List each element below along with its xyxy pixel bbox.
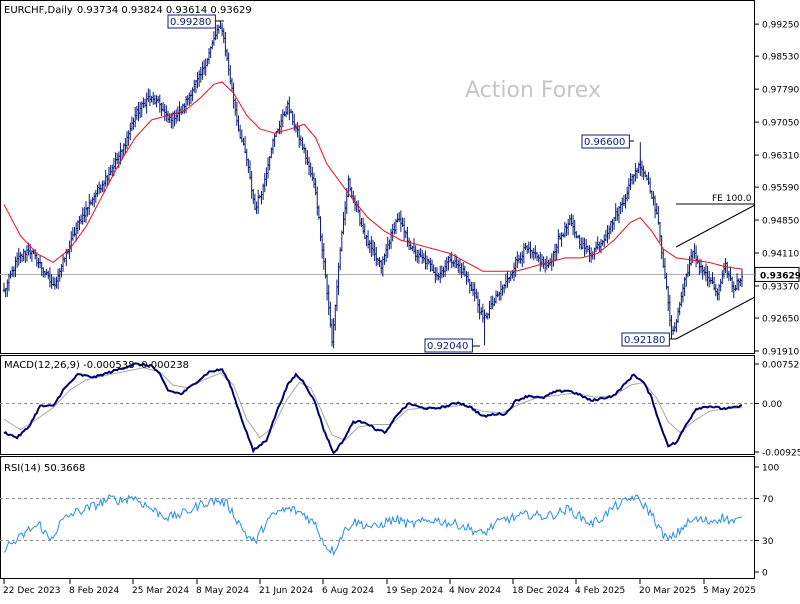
annotation-box — [424, 338, 473, 353]
price-annotations: 0.99280 0.92040 0.96600 0.92180 FE 100.0 — [167, 14, 756, 353]
time-tick-label: 19 Sep 2024 — [386, 586, 443, 596]
price-tick-label: 0.92650 — [762, 315, 799, 325]
time-tick-label: 22 Dec 2023 — [3, 586, 61, 596]
moving-average — [3, 81, 743, 272]
price-tick-label: 0.97790 — [762, 86, 799, 96]
current-price-label: 0.93629 — [760, 271, 800, 281]
price-tick-label: 0.94850 — [762, 217, 799, 227]
rsi-axis: 100 70 30 0 — [755, 464, 779, 579]
time-tick-label: 18 Dec 2024 — [512, 586, 570, 596]
annotation-label: 0.99280 — [170, 17, 211, 28]
macd-axis: 0.007526 0.00 -0.009252 — [755, 360, 800, 459]
symbol-label: EURCHF,Daily 0.93734 0.93824 0.93614 0.93… — [4, 5, 252, 16]
time-tick-label: 8 May 2024 — [196, 586, 249, 596]
time-tick-label: 6 Aug 2024 — [322, 586, 374, 596]
price-tick-label: 0.98530 — [762, 53, 799, 63]
annotation-label: 0.96600 — [584, 137, 625, 148]
annotation-label: 0.92040 — [427, 341, 468, 352]
symbol-name: EURCHF,Daily — [4, 5, 73, 16]
rsi-label: RSI(14) 50.3668 — [4, 463, 85, 474]
price-tick-label: 0.91910 — [762, 348, 799, 358]
price-panel-border — [0, 0, 755, 354]
price-tick-label: 0.94110 — [762, 250, 799, 260]
time-tick-label: 5 May 2025 — [703, 586, 756, 596]
channel-upper — [675, 204, 756, 248]
rsi-tick-label: 0 — [762, 569, 768, 579]
macd-signal-line — [3, 367, 743, 441]
macd-lines — [3, 362, 743, 455]
price-tick-label: 0.99250 — [762, 21, 799, 31]
macd-tick-label: 0.007526 — [762, 360, 800, 370]
time-axis: 22 Dec 2023 8 Feb 2024 25 Mar 2024 8 May 20… — [3, 579, 756, 596]
price-tick-label: 0.95590 — [762, 184, 799, 194]
macd-tick-label: -0.009252 — [762, 449, 800, 459]
macd-main-line — [3, 362, 743, 455]
time-tick-label: 21 Jun 2024 — [259, 586, 313, 596]
macd-tick-label: 0.00 — [762, 400, 782, 410]
ma-line — [3, 81, 743, 272]
rsi-tick-label: 30 — [762, 537, 774, 547]
price-tick-label: 0.93370 — [762, 282, 799, 292]
price-tick-label: 0.96310 — [762, 152, 799, 162]
time-tick-label: 4 Nov 2024 — [449, 586, 501, 596]
price-axis: 0.99250 0.98530 0.97790 0.97050 0.96310 0.955… — [754, 21, 800, 358]
rsi-line-path — [3, 493, 743, 557]
macd-panel-border — [0, 355, 755, 455]
rsi-line — [3, 493, 743, 557]
rsi-panel-border — [0, 456, 755, 579]
annotation-box — [581, 134, 630, 149]
price-bars — [2, 20, 744, 349]
channel-lower — [675, 296, 756, 340]
price-tick-label: 0.97050 — [762, 119, 799, 129]
fe-label: FE 100.0 — [712, 194, 752, 204]
annotation-label: 0.92180 — [624, 335, 665, 346]
time-tick-label: 4 Feb 2025 — [575, 586, 625, 596]
macd-label: MACD(12,26,9) -0.000538 -0.000238 — [4, 360, 189, 371]
time-tick-label: 20 Mar 2025 — [639, 586, 696, 596]
rsi-tick-label: 70 — [762, 495, 774, 505]
annotation-box — [621, 332, 670, 347]
ohlc-values: 0.93734 0.93824 0.93614 0.93629 — [77, 5, 252, 16]
watermark: Action Forex — [465, 78, 601, 103]
time-tick-label: 25 Mar 2024 — [132, 586, 189, 596]
time-tick-label: 8 Feb 2024 — [69, 586, 120, 596]
current-price-box — [754, 266, 800, 282]
rsi-tick-label: 100 — [762, 464, 779, 474]
annotation-box — [167, 14, 216, 29]
